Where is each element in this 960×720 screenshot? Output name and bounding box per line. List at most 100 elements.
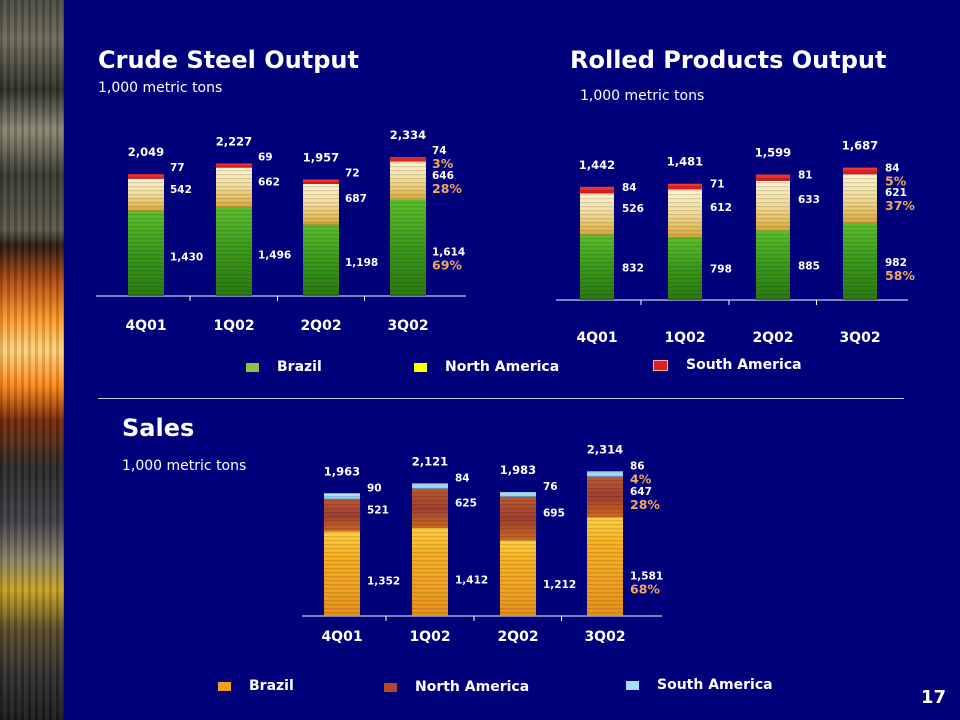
bar-segment-texture bbox=[390, 161, 426, 200]
legend-label-north-america: North America bbox=[445, 359, 560, 375]
category-label: 3Q02 bbox=[387, 318, 428, 334]
bar-segment-texture bbox=[580, 186, 614, 194]
data-label: 90 bbox=[367, 482, 382, 494]
crude-steel-chart: 1,430 542 77 2,049 4Q01 1,496 662 69 2,227 1Q02 1,… bbox=[96, 128, 466, 334]
sales-legend-label-south-america: South America bbox=[657, 677, 773, 693]
bar-segment-texture bbox=[412, 488, 448, 528]
category-label: 4Q01 bbox=[125, 318, 166, 334]
data-label: 77 bbox=[170, 162, 185, 174]
percent-label: 5% bbox=[885, 174, 907, 189]
total-label: 1,481 bbox=[667, 155, 703, 169]
category-label: 3Q02 bbox=[584, 629, 625, 645]
bar-segment-texture bbox=[587, 517, 623, 616]
data-label: 69 bbox=[258, 151, 273, 163]
bar-segment-texture bbox=[216, 167, 252, 207]
sales-legend-south-america: South America bbox=[626, 677, 773, 693]
total-label: 1,963 bbox=[324, 464, 360, 478]
data-label: 695 bbox=[543, 507, 565, 519]
data-label: 1,198 bbox=[345, 257, 378, 269]
data-label: 1,581 bbox=[630, 570, 663, 582]
data-label: 621 bbox=[885, 187, 907, 199]
bar-segment-texture bbox=[756, 230, 790, 300]
data-label: 74 bbox=[432, 145, 447, 157]
percent-label: 69% bbox=[432, 258, 462, 273]
bar-segment-texture bbox=[216, 206, 252, 296]
bar-segment-texture bbox=[843, 222, 877, 300]
bar-segment-texture bbox=[843, 174, 877, 223]
legend-swatch-south-america bbox=[653, 359, 668, 371]
percent-label: 58% bbox=[885, 268, 915, 283]
percent-label: 3% bbox=[432, 156, 454, 171]
bar-segment-texture bbox=[216, 163, 252, 168]
bar-segment-texture bbox=[500, 496, 536, 541]
rolled-products-chart: 832 526 84 1,442 4Q01 798 612 71 1,481 1Q02 885 633… bbox=[556, 139, 915, 346]
bar-segment-texture bbox=[668, 189, 702, 238]
data-label: 832 bbox=[622, 262, 644, 274]
bar-segment-texture bbox=[303, 224, 339, 296]
data-label: 982 bbox=[885, 257, 907, 269]
total-label: 1,957 bbox=[303, 151, 339, 165]
bar-segment-texture bbox=[390, 199, 426, 296]
total-label: 2,314 bbox=[587, 442, 623, 456]
bar-segment-texture bbox=[668, 237, 702, 300]
sales-legend-brazil: Brazil bbox=[218, 678, 294, 694]
data-label: 84 bbox=[885, 163, 900, 175]
data-label: 1,430 bbox=[170, 251, 203, 263]
crude-unit: 1,000 metric tons bbox=[98, 80, 223, 96]
bar-segment-texture bbox=[668, 183, 702, 190]
bar-segment-texture bbox=[128, 178, 164, 211]
bar-segment-texture bbox=[303, 179, 339, 184]
data-label: 662 bbox=[258, 176, 280, 188]
data-label: 71 bbox=[710, 179, 725, 191]
bar-segment-texture bbox=[390, 157, 426, 162]
crude-title: Crude Steel Output bbox=[98, 46, 359, 74]
data-label: 633 bbox=[798, 194, 820, 206]
data-label: 647 bbox=[630, 486, 652, 498]
bar-segment-texture bbox=[324, 531, 360, 616]
sales-chart: 1,352 521 90 1,963 4Q01 1,412 625 84 2,121 1Q02 1,… bbox=[302, 442, 663, 645]
legend-brazil: Brazil bbox=[246, 359, 322, 375]
sales-legend-north-america: North America bbox=[384, 679, 529, 695]
section-divider bbox=[98, 398, 904, 399]
photo-strip bbox=[0, 0, 64, 720]
bar-segment-texture bbox=[500, 492, 536, 497]
data-label: 798 bbox=[710, 263, 732, 275]
data-label: 76 bbox=[543, 481, 558, 493]
data-label: 1,212 bbox=[543, 579, 576, 591]
sales-legend-label-north-america: North America bbox=[415, 679, 530, 695]
bar-segment-texture bbox=[580, 234, 614, 300]
bar-segment-texture bbox=[303, 183, 339, 225]
data-label: 521 bbox=[367, 505, 389, 517]
sales-title: Sales bbox=[122, 414, 195, 442]
bar-segment-texture bbox=[843, 167, 877, 175]
legend-south-america: South America bbox=[653, 357, 802, 373]
page-number: 17 bbox=[920, 687, 946, 708]
percent-label: 28% bbox=[630, 497, 660, 512]
total-label: 2,334 bbox=[390, 128, 426, 142]
category-label: 2Q02 bbox=[497, 629, 538, 645]
bar-segment-texture bbox=[324, 498, 360, 532]
sales-legend-label-brazil: Brazil bbox=[249, 678, 294, 694]
bar-segment-texture bbox=[412, 483, 448, 489]
data-label: 646 bbox=[432, 170, 454, 182]
sales-legend-swatch-brazil bbox=[218, 681, 231, 691]
category-label: 2Q02 bbox=[300, 318, 341, 334]
category-label: 1Q02 bbox=[213, 318, 254, 334]
data-label: 1,412 bbox=[455, 574, 488, 586]
bar-segment-texture bbox=[128, 174, 164, 179]
data-label: 542 bbox=[170, 184, 192, 196]
category-label: 1Q02 bbox=[664, 330, 705, 346]
data-label: 86 bbox=[630, 460, 645, 472]
percent-label: 4% bbox=[630, 471, 652, 486]
bar-segment-texture bbox=[412, 527, 448, 616]
category-label: 3Q02 bbox=[839, 330, 880, 346]
data-label: 885 bbox=[798, 260, 820, 272]
data-label: 625 bbox=[455, 497, 477, 509]
bar-segment-texture bbox=[587, 476, 623, 518]
bar-segment-texture bbox=[128, 210, 164, 296]
rolled-title: Rolled Products Output bbox=[570, 46, 887, 74]
data-label: 687 bbox=[345, 193, 367, 205]
total-label: 2,049 bbox=[128, 145, 164, 159]
data-label: 84 bbox=[622, 182, 637, 194]
total-label: 1,599 bbox=[755, 145, 791, 159]
